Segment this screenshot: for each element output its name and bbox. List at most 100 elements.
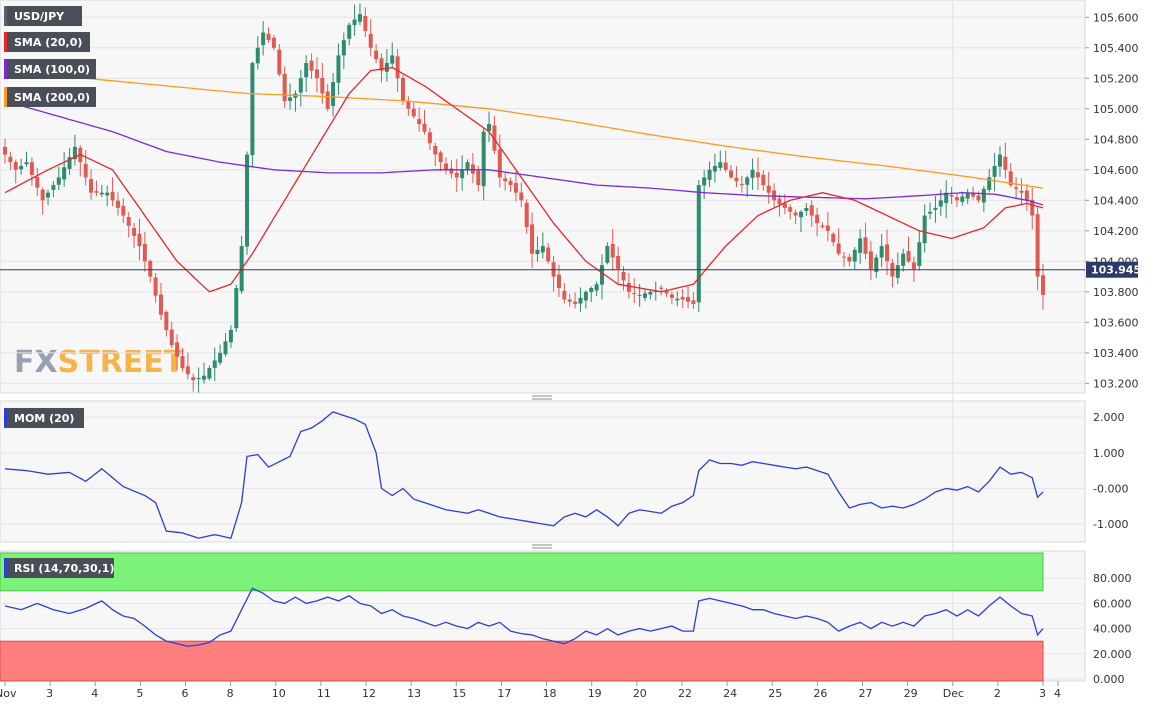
candle-body	[836, 243, 841, 254]
sma20-line	[4, 66, 1044, 293]
sma200-line	[5, 77, 1044, 189]
candle-body	[798, 211, 803, 218]
legend-sma20[interactable]: SMA (20,0)	[4, 32, 90, 52]
candle-body	[610, 243, 615, 258]
legend-sma200-label: SMA (200,0)	[14, 91, 90, 104]
candle-body	[357, 14, 362, 22]
candle-body	[476, 170, 481, 186]
candle-body	[465, 162, 470, 171]
candle-body	[250, 63, 255, 156]
legend-sma200[interactable]: SMA (200,0)	[4, 87, 96, 107]
candle-body	[1030, 199, 1035, 216]
candle-body	[62, 167, 67, 180]
y-tick-label: -1.000	[1093, 518, 1128, 531]
candle-body	[24, 162, 29, 165]
candle-body	[825, 225, 830, 231]
last-price-marker: 103.945	[0, 261, 1141, 278]
candle-body	[223, 341, 228, 355]
y-tick-label: 104.600	[1093, 164, 1139, 177]
legend-rsi[interactable]: RSI (14,70,30,1)	[4, 558, 114, 578]
candle-body	[99, 192, 104, 195]
candle-body	[777, 198, 782, 205]
candle-body	[390, 55, 395, 64]
panel-resize-handle[interactable]	[532, 544, 552, 549]
candle-body	[739, 184, 744, 186]
y-tick-label: 104.400	[1093, 194, 1139, 207]
x-tick-label: 18	[543, 687, 557, 700]
candle-body	[132, 227, 137, 236]
x-tick-label: 4	[91, 687, 98, 700]
candle-body	[411, 108, 416, 117]
candle-body	[874, 257, 879, 272]
x-tick-label: 13	[407, 687, 421, 700]
candle-body	[94, 191, 99, 193]
candle-body	[949, 195, 954, 197]
mom-panel-bg	[0, 400, 1086, 543]
candle-body	[842, 256, 847, 258]
watermark-part1: FX	[14, 345, 58, 380]
candle-body	[352, 19, 357, 26]
candle-body	[643, 293, 648, 298]
candle-body	[987, 177, 992, 190]
candle-body	[546, 247, 551, 262]
last-price-label: 103.945	[1091, 264, 1141, 277]
candle-body	[51, 185, 56, 190]
sma-lines	[4, 66, 1044, 293]
candle-body	[621, 271, 626, 281]
x-tick-label: 12	[362, 687, 376, 700]
y-tick-label: 104.800	[1093, 133, 1139, 146]
legend-sma100[interactable]: SMA (100,0)	[4, 59, 96, 79]
candle-body	[895, 265, 900, 278]
candle-body	[169, 329, 174, 346]
candle-body	[298, 78, 303, 93]
sma100-line	[4, 100, 1044, 206]
candle-body	[922, 215, 927, 244]
candle-body	[201, 375, 206, 380]
candle-body	[761, 174, 766, 186]
candle-body	[530, 224, 535, 254]
y-tick-label: 1.000	[1093, 447, 1125, 460]
candle-body	[852, 249, 857, 262]
candle-body	[965, 192, 970, 199]
x-tick-label: 25	[768, 687, 782, 700]
candle-body	[115, 200, 120, 208]
candle-body	[185, 366, 190, 375]
y-tick-label: 103.200	[1093, 377, 1139, 390]
candle-body	[433, 145, 438, 155]
candle-body	[72, 146, 77, 160]
y-tick-label: 60.000	[1093, 597, 1132, 610]
candle-body	[19, 165, 24, 170]
candle-body	[261, 32, 266, 46]
candle-body	[83, 163, 88, 178]
candle-body	[271, 37, 276, 48]
candle-body	[815, 214, 820, 224]
candle-body	[519, 192, 524, 201]
candle-body	[1035, 214, 1040, 277]
candle-body	[460, 169, 465, 179]
legend-mom[interactable]: MOM (20)	[4, 408, 84, 428]
x-tick-label: 27	[858, 687, 872, 700]
candle-body	[492, 125, 497, 151]
candle-body	[567, 299, 572, 302]
legend-usdjpy[interactable]: USD/JPY	[4, 6, 82, 26]
candle-body	[105, 192, 110, 196]
candle-body	[524, 202, 529, 228]
candle-body	[589, 288, 594, 293]
candle-body	[487, 124, 492, 131]
x-tick-label: 10	[272, 687, 286, 700]
panel-resize-handle[interactable]	[532, 395, 552, 400]
candle-body	[454, 172, 459, 178]
candle-body	[820, 225, 825, 228]
candle-body	[669, 294, 674, 298]
candle-body	[142, 243, 147, 262]
legend-rsi-label: RSI (14,70,30,1)	[14, 562, 114, 575]
candle-body	[245, 154, 250, 247]
candle-body	[481, 131, 486, 187]
x-tick-label: 6	[182, 687, 189, 700]
candle-body	[686, 297, 691, 302]
candle-body	[535, 249, 540, 255]
candle-body	[320, 77, 325, 94]
candle-body	[992, 165, 997, 177]
candle-body	[804, 207, 809, 212]
candle-body	[906, 251, 911, 262]
